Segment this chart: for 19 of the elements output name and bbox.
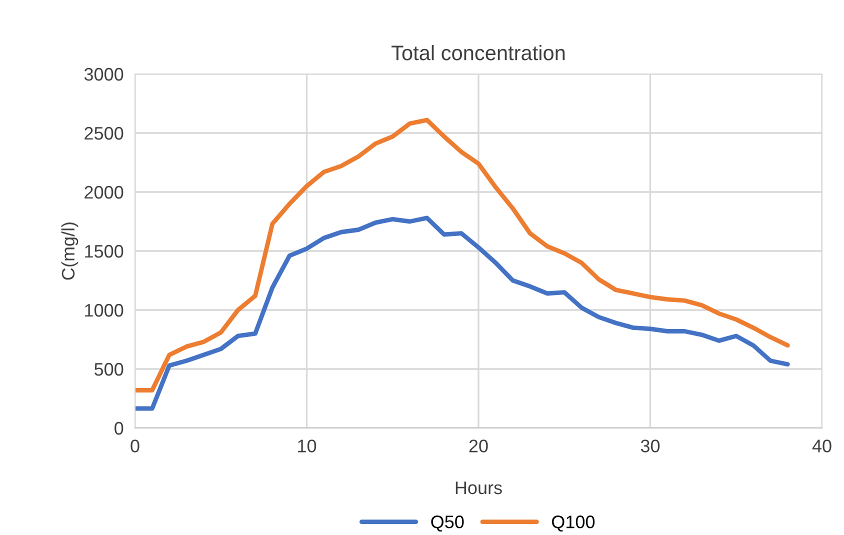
- x-tick-label: 40: [812, 440, 832, 452]
- chart-title: Total concentration: [392, 45, 565, 60]
- y-tick-label: 500: [94, 362, 124, 376]
- x-tick-label: 20: [469, 440, 488, 452]
- x-tick-label: 10: [298, 440, 316, 452]
- y-tick-label: 1000: [85, 304, 124, 317]
- line-series: [135, 118, 790, 392]
- y-tick-label: 2000: [84, 186, 124, 199]
- y-tick-label: 0: [114, 422, 124, 435]
- legend-label: Q50: [431, 516, 464, 532]
- y-tick-label: 3000: [84, 68, 124, 81]
- y-tick-label: 2500: [84, 126, 124, 140]
- x-axis-title: Hours: [456, 482, 502, 494]
- legend-label: Q100: [552, 516, 595, 532]
- x-tick-label: 0: [130, 440, 140, 452]
- line-series: [135, 216, 790, 411]
- y-tick-label: 1500: [85, 244, 124, 258]
- y-axis-title: C(mg/l): [61, 222, 78, 280]
- x-tick-label: 30: [640, 440, 660, 452]
